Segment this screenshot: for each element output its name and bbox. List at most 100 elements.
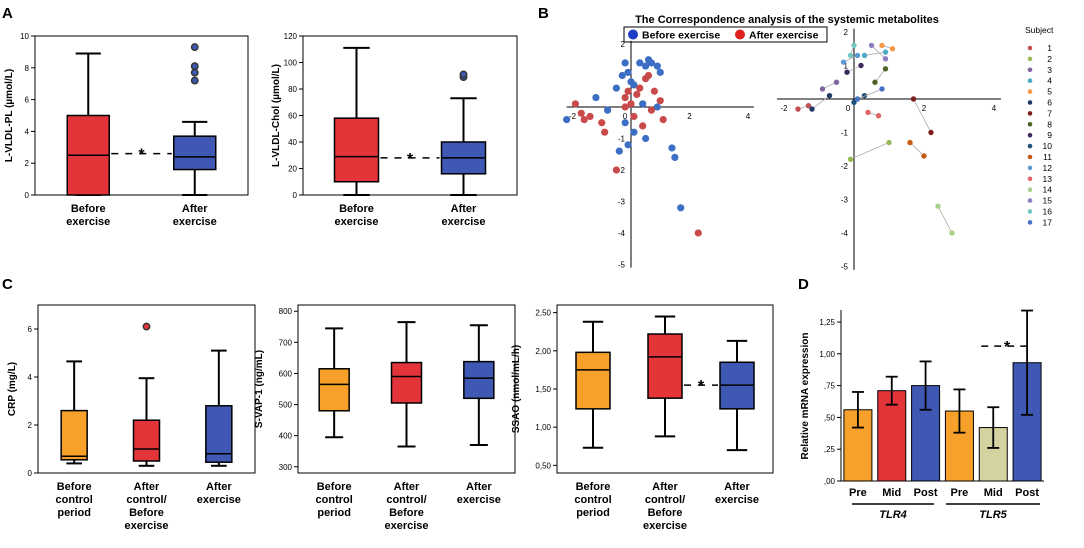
y-tick-label: 2,50 [535,309,551,318]
subject-legend-label: 12 [1043,163,1053,173]
subject-legend-label: 8 [1047,119,1052,129]
x-tick-label: 4 [746,112,751,121]
scatter-point-before [621,59,629,67]
scatter-point-after [647,106,656,114]
scatter-point-before [624,141,632,149]
y-tick-label: 2 [28,421,33,430]
x-tick-label: 4 [992,104,997,113]
scatter-point-after [577,109,585,117]
x-category-label: exercise [384,520,428,532]
x-tick-label: 0 [623,112,628,121]
subject-point [854,96,861,102]
scatter-point-before [624,68,632,76]
y-tick-label: 1,00 [535,423,551,432]
subject-connector [909,142,925,157]
subject-legend-marker [1027,154,1033,160]
scatter-point-before [563,116,571,124]
subject-point [879,42,885,49]
x-category-label: After [466,481,492,493]
scatter-point-after [636,84,644,92]
y-tick-label: ,75 [824,382,836,391]
y-tick-label: 4 [25,127,30,136]
subject-legend-label: 5 [1047,87,1052,97]
scatter-point-after [694,229,702,237]
x-category-label: Post [914,487,938,499]
scatter-point-before [642,134,650,143]
subject-point [928,129,934,136]
subject-point [868,42,875,49]
subject-point [844,69,850,75]
y-tick-label: 2 [621,40,626,49]
legend-marker-before [628,29,638,40]
outlier-point [142,322,151,331]
outlier-point [190,43,199,52]
y-tick-label: 6 [28,325,33,334]
subject-point [875,113,882,119]
y-tick-label: 700 [279,338,293,347]
subject-legend-marker [1027,176,1033,182]
x-category-label: control [316,494,353,506]
x-category-label: Post [1015,487,1039,499]
outlier-point [190,76,199,85]
scatter-point-after [621,103,629,111]
scatter-point-after [633,90,641,98]
subject-legend-marker [1027,187,1033,192]
scatter-point-before [612,84,620,92]
subject-point [882,56,889,62]
subject-legend-marker [1027,56,1033,62]
scatter-point-before [615,147,623,155]
subject-legend-marker [1027,89,1033,94]
scatter-point-before [653,103,661,111]
y-tick-label: -2 [618,166,626,175]
x-category-label: Pre [849,487,867,499]
scatter-point-after [639,122,647,130]
x-tick-label: -2 [780,104,788,113]
subject-connector [937,206,953,234]
subject-legend-label: 4 [1047,76,1052,86]
subject-connector [871,45,886,60]
x-category-label: exercise [197,494,241,506]
x-tick-label: 0 [846,104,851,113]
x-category-label: After [724,481,750,493]
y-axis-label: L-VLDL-Chol (µmol/L) [271,64,282,167]
scatter-point-after [598,119,606,127]
subject-connector [850,142,890,160]
x-category-label: After [182,203,208,215]
significance-star: * [1004,339,1011,356]
y-tick-label: 10 [20,32,29,41]
outlier-point [459,70,468,79]
scatter-point-before [671,153,679,161]
y-tick-label: -3 [841,196,849,205]
chart-title: The Correspondence analysis of the syste… [635,14,939,26]
scatter-point-after [621,93,629,102]
x-category-label: exercise [715,494,759,506]
x-category-label: period [576,507,610,519]
scatter-point-before [677,204,685,212]
x-tick-label: 2 [922,104,927,113]
chart-d-mrna: ,00 ,25 ,50 ,75 1,00 1,25 Relative mRNA expres… [800,309,1044,521]
subject-point [921,153,927,159]
scatter-point-after [656,97,664,105]
y-tick-label: -5 [618,261,626,270]
y-tick-label: -1 [618,135,626,144]
scatter-point-after [627,100,635,108]
scatter-point-before [604,106,612,114]
y-axis-label: L-VLDL-PL (µmol/L) [4,69,15,162]
scatter-point-after [601,128,609,136]
x-category-label: period [57,507,91,519]
x-category-label: period [317,507,351,519]
y-tick-label: -1 [841,129,849,138]
x-category-label: After [451,203,477,215]
y-tick-label: -4 [841,229,849,238]
subject-legend-label: 1 [1047,43,1052,53]
outlier-point [190,68,199,77]
y-tick-label: 0 [293,191,298,200]
subject-legend-marker [1027,111,1033,116]
x-category-label: After [652,481,678,493]
x-category-label: exercise [124,520,168,532]
subject-point [851,42,857,49]
x-category-label: exercise [173,216,217,228]
scatter-point-after [571,100,580,108]
y-tick-label: ,00 [824,477,836,486]
y-tick-label: 2 [844,28,849,37]
